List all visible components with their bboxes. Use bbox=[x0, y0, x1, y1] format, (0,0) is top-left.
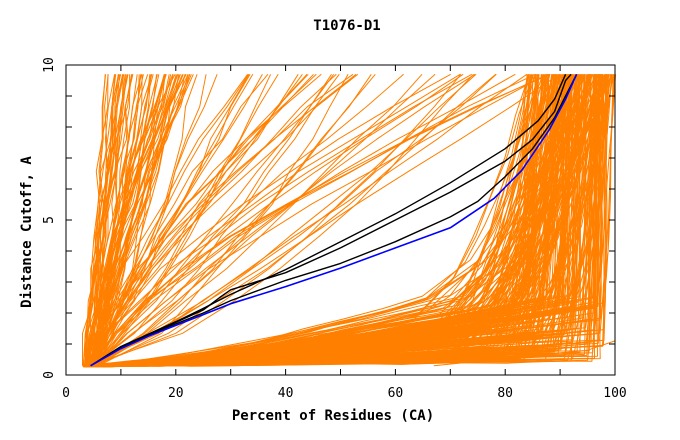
orange-series-line bbox=[104, 74, 562, 367]
orange-series-line bbox=[85, 74, 568, 366]
orange-series-line bbox=[89, 74, 207, 366]
orange-series-line bbox=[92, 74, 186, 366]
orange-series-line bbox=[92, 74, 340, 367]
orange-series-line bbox=[85, 74, 129, 366]
x-tick-label: 80 bbox=[497, 386, 513, 401]
orange-series-line bbox=[90, 74, 335, 367]
orange-series-line bbox=[85, 74, 591, 367]
y-tick-label: 0 bbox=[42, 371, 57, 379]
y-axis-label: Distance Cutoff, A bbox=[19, 156, 35, 308]
orange-series-line bbox=[92, 74, 538, 367]
orange-series-line bbox=[99, 74, 549, 366]
orange-series-line bbox=[89, 73, 516, 367]
orange-series-line bbox=[87, 74, 606, 366]
x-axis-label: Percent of Residues (CA) bbox=[232, 408, 434, 424]
orange-series-line bbox=[84, 74, 122, 366]
orange-lines bbox=[82, 73, 616, 368]
highlight-lines bbox=[90, 73, 578, 367]
orange-series-line bbox=[89, 74, 611, 366]
orange-series-line bbox=[90, 73, 308, 366]
x-tick-label: 40 bbox=[278, 386, 294, 401]
highlight-2-line bbox=[90, 73, 578, 367]
orange-series-line bbox=[94, 73, 269, 366]
highlight-3-line bbox=[90, 74, 567, 367]
orange-series-line bbox=[96, 74, 251, 366]
reference-line bbox=[90, 73, 578, 367]
orange-series-line bbox=[98, 74, 585, 366]
orange-series-line bbox=[84, 74, 551, 367]
orange-series-line bbox=[92, 73, 376, 367]
orange-series-line bbox=[90, 74, 592, 366]
y-tick-label: 10 bbox=[42, 57, 57, 73]
orange-series-line bbox=[98, 74, 279, 367]
axis-ticks: 0 20 40 60 80 100 0 5 10 bbox=[42, 57, 627, 401]
orange-series-line bbox=[95, 73, 337, 366]
x-tick-label: 20 bbox=[168, 386, 184, 401]
orange-series-line bbox=[88, 74, 263, 366]
x-tick-label: 0 bbox=[62, 386, 70, 401]
orange-series-line bbox=[104, 74, 596, 368]
orange-series-line bbox=[94, 73, 464, 366]
orange-series-line bbox=[98, 73, 423, 367]
orange-series-line bbox=[90, 74, 154, 366]
orange-series-line bbox=[87, 74, 125, 366]
orange-series-line bbox=[95, 74, 158, 366]
orange-series-line bbox=[87, 74, 134, 366]
orange-series-line bbox=[87, 74, 303, 366]
chart-title: T1076-D1 bbox=[313, 18, 380, 34]
orange-series-line bbox=[92, 73, 436, 367]
orange-series-line bbox=[88, 74, 607, 366]
orange-series-line bbox=[93, 73, 462, 367]
y-tick-label: 5 bbox=[42, 216, 57, 224]
orange-series-line bbox=[98, 74, 194, 366]
orange-series-line bbox=[89, 74, 249, 366]
orange-series-line bbox=[95, 74, 249, 366]
orange-series-line bbox=[93, 74, 160, 366]
orange-series-line bbox=[88, 73, 474, 367]
x-tick-label: 100 bbox=[603, 386, 626, 401]
x-tick-label: 60 bbox=[388, 386, 404, 401]
orange-series-line bbox=[94, 74, 597, 367]
orange-series-line bbox=[91, 74, 332, 367]
orange-series-line bbox=[87, 74, 109, 366]
orange-series-line bbox=[94, 74, 584, 367]
orange-series-line bbox=[96, 73, 322, 366]
orange-series-line bbox=[433, 340, 616, 367]
orange-series-line bbox=[93, 73, 548, 367]
orange-series-line bbox=[96, 73, 560, 367]
orange-series-line bbox=[87, 73, 354, 366]
orange-series-line bbox=[104, 74, 560, 366]
orange-series-line bbox=[92, 73, 451, 366]
